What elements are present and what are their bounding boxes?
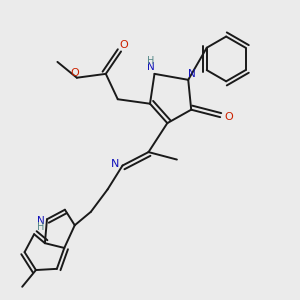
Text: N: N: [147, 62, 154, 72]
Text: N: N: [188, 69, 196, 79]
Text: N: N: [37, 216, 44, 226]
Text: O: O: [70, 68, 79, 78]
Text: H: H: [37, 222, 44, 232]
Text: H: H: [147, 56, 154, 66]
Text: O: O: [224, 112, 233, 122]
Text: N: N: [111, 159, 119, 169]
Text: O: O: [120, 40, 128, 50]
